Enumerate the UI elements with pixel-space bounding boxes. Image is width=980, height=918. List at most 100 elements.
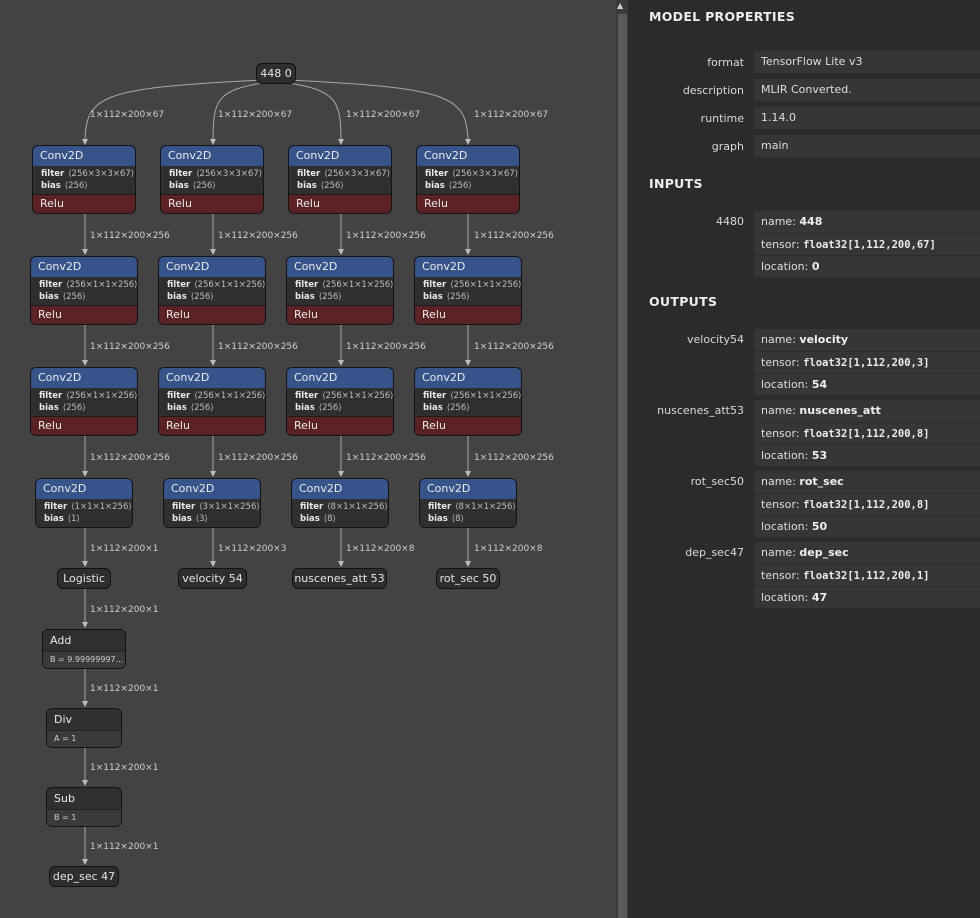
filter-value: ⟨256×1×1×256⟩ — [450, 391, 522, 401]
conv2d-node[interactable]: Conv2D filter ⟨256×1×1×256⟩ bias ⟨256⟩ Rel… — [30, 367, 138, 436]
outputs-section-title: OUTPUTS — [649, 294, 718, 309]
output-tensor[interactable]: tensor: float32[1,112,200,1] — [754, 564, 980, 586]
node-title: Conv2D — [287, 257, 393, 277]
output-name[interactable]: name: dep_sec — [754, 542, 980, 564]
edge-label: 1×112×200×67 — [90, 110, 165, 120]
output-node-dep-sec[interactable]: dep_sec 47 — [49, 866, 119, 887]
input-node-448[interactable]: 448 0 — [256, 63, 296, 84]
conv2d-node[interactable]: Conv2D filter ⟨256×3×3×67⟩ bias ⟨256⟩ Relu — [160, 145, 264, 214]
conv2d-node[interactable]: Conv2D filter ⟨256×1×1×256⟩ bias ⟨256⟩ Rel… — [30, 256, 138, 325]
attr-key: bias — [172, 513, 192, 524]
property-value[interactable]: MLIR Converted. — [754, 79, 980, 101]
output-name[interactable]: name: rot_sec — [754, 471, 980, 493]
field-value: float32[1,112,200,67] — [803, 239, 936, 251]
field-value: nuscenes_att — [799, 404, 881, 417]
attr-key: bias — [295, 291, 315, 302]
attr-key: bias — [169, 180, 189, 191]
conv2d-node[interactable]: Conv2D filter ⟨256×3×3×67⟩ bias ⟨256⟩ Relu — [288, 145, 392, 214]
edge-label: 1×112×200×256 — [474, 231, 554, 241]
output-name[interactable]: name: velocity — [754, 329, 980, 351]
property-value[interactable]: 1.14.0 — [754, 107, 980, 129]
node-title: Conv2D — [164, 479, 260, 499]
output-tensor[interactable]: tensor: float32[1,112,200,8] — [754, 493, 980, 515]
field-key: location: — [761, 449, 809, 462]
field-key: name: — [761, 546, 796, 559]
conv2d-node[interactable]: Conv2D filter ⟨256×1×1×256⟩ bias ⟨256⟩ Rel… — [158, 367, 266, 436]
conv2d-node[interactable]: Conv2D filter ⟨256×1×1×256⟩ bias ⟨256⟩ Rel… — [286, 256, 394, 325]
node-attributes: filter ⟨8×1×1×256⟩ bias ⟨8⟩ — [420, 499, 516, 527]
conv2d-node[interactable]: Conv2D filter ⟨256×1×1×256⟩ bias ⟨256⟩ Rel… — [414, 367, 522, 436]
field-key: tensor: — [761, 356, 800, 369]
property-label: format — [707, 56, 744, 69]
edge-label: 1×112×200×256 — [346, 231, 426, 241]
filter-value: ⟨256×3×3×67⟩ — [196, 169, 263, 179]
bias-value: ⟨256⟩ — [64, 180, 88, 191]
conv2d-node[interactable]: Conv2D filter ⟨256×1×1×256⟩ bias ⟨256⟩ Rel… — [286, 367, 394, 436]
output-location[interactable]: location: 47 — [754, 586, 980, 608]
bias-value: ⟨256⟩ — [190, 291, 214, 302]
output-tensor[interactable]: tensor: float32[1,112,200,3] — [754, 351, 980, 373]
relu-activation: Relu — [159, 305, 265, 324]
attr-key: filter — [428, 502, 452, 512]
property-value[interactable]: main — [754, 135, 980, 157]
relu-activation: Relu — [161, 194, 263, 213]
bias-value: ⟨1⟩ — [67, 513, 80, 524]
conv2d-node[interactable]: Conv2D filter ⟨8×1×1×256⟩ bias ⟨8⟩ — [291, 478, 389, 528]
output-location[interactable]: location: 54 — [754, 373, 980, 395]
div-node[interactable]: Div A = 1 — [46, 708, 122, 748]
bias-value: ⟨256⟩ — [446, 291, 470, 302]
logistic-node[interactable]: Logistic — [57, 568, 111, 589]
input-tensor[interactable]: tensor: float32[1,112,200,67] — [754, 233, 980, 255]
conv2d-node[interactable]: Conv2D filter ⟨256×1×1×256⟩ bias ⟨256⟩ Rel… — [158, 256, 266, 325]
node-attributes: filter ⟨256×1×1×256⟩ bias ⟨256⟩ — [415, 388, 521, 416]
node-title: Conv2D — [420, 479, 516, 499]
relu-activation: Relu — [31, 305, 137, 324]
node-attributes: filter ⟨1×1×1×256⟩ bias ⟨1⟩ — [36, 499, 132, 527]
edge-label: 1×112×200×67 — [346, 110, 421, 120]
conv2d-node[interactable]: Conv2D filter ⟨8×1×1×256⟩ bias ⟨8⟩ — [419, 478, 517, 528]
bias-value: ⟨256⟩ — [192, 180, 216, 191]
attr-key: filter — [41, 169, 65, 179]
output-location[interactable]: location: 53 — [754, 444, 980, 466]
filter-value: ⟨256×3×3×67⟩ — [68, 169, 135, 179]
output-tensor[interactable]: tensor: float32[1,112,200,8] — [754, 422, 980, 444]
output-node-rot-sec[interactable]: rot_sec 50 — [436, 568, 500, 589]
sub-node[interactable]: Sub B = 1 — [46, 787, 122, 827]
edge-label: 1×112×200×1 — [90, 544, 159, 554]
attr-key: bias — [297, 180, 317, 191]
output-node-velocity[interactable]: velocity 54 — [178, 568, 247, 589]
conv2d-node[interactable]: Conv2D filter ⟨1×1×1×256⟩ bias ⟨1⟩ — [35, 478, 133, 528]
property-value[interactable]: TensorFlow Lite v3 — [754, 51, 980, 73]
scrollbar[interactable] — [618, 14, 627, 918]
input-location[interactable]: location: 0 — [754, 255, 980, 277]
input-name[interactable]: name: 448 — [754, 211, 980, 233]
output-node-nuscenes-att[interactable]: nuscenes_att 53 — [292, 568, 387, 589]
node-title: Div — [47, 709, 121, 730]
edge-label: 1×112×200×1 — [90, 684, 159, 694]
output-label: velocity54 — [687, 333, 744, 346]
scroll-up-icon[interactable]: ▲ — [617, 1, 624, 10]
edge-label: 1×112×200×1 — [90, 605, 159, 615]
field-value: float32[1,112,200,1] — [803, 570, 930, 582]
attr-key: filter — [44, 502, 68, 512]
attr-key: bias — [39, 402, 59, 413]
node-attributes: filter ⟨256×3×3×67⟩ bias ⟨256⟩ — [161, 166, 263, 194]
conv2d-node[interactable]: Conv2D filter ⟨3×1×1×256⟩ bias ⟨3⟩ — [163, 478, 261, 528]
bias-value: ⟨256⟩ — [190, 402, 214, 413]
edge-label: 1×112×200×67 — [474, 110, 549, 120]
conv2d-node[interactable]: Conv2D filter ⟨256×1×1×256⟩ bias ⟨256⟩ Rel… — [414, 256, 522, 325]
output-name[interactable]: name: nuscenes_att — [754, 400, 980, 422]
node-title: Conv2D — [159, 368, 265, 388]
conv2d-node[interactable]: Conv2D filter ⟨256×3×3×67⟩ bias ⟨256⟩ Relu — [32, 145, 136, 214]
add-node[interactable]: Add B = 9.99999997... — [42, 629, 126, 669]
output-location[interactable]: location: 50 — [754, 515, 980, 537]
edge-label: 1×112×200×256 — [346, 342, 426, 352]
edge-label: 1×112×200×256 — [474, 453, 554, 463]
conv2d-node[interactable]: Conv2D filter ⟨256×3×3×67⟩ bias ⟨256⟩ Relu — [416, 145, 520, 214]
filter-value: ⟨256×1×1×256⟩ — [322, 280, 394, 290]
node-title: Conv2D — [161, 146, 263, 166]
field-value: 47 — [811, 591, 828, 604]
graph-canvas[interactable]: 448 0 1×112×200×67 1×112×200×67 1×112×20… — [0, 0, 616, 918]
attr-key: filter — [297, 169, 321, 179]
field-key: name: — [761, 475, 796, 488]
